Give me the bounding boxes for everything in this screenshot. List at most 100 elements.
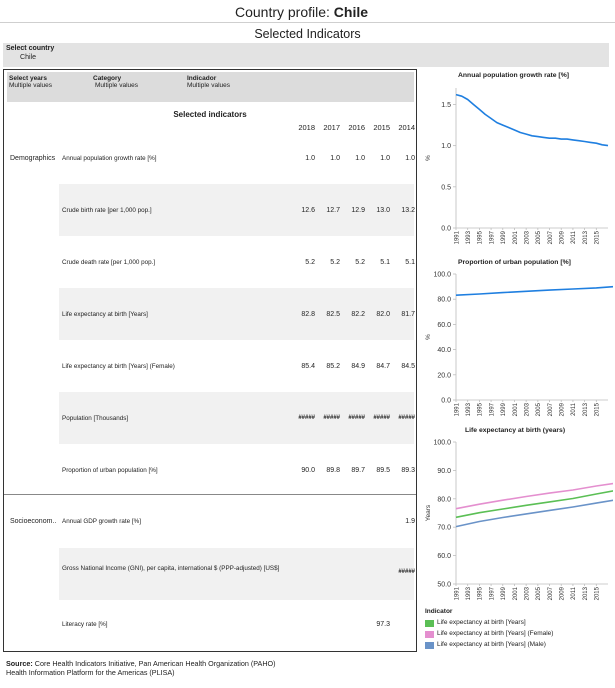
x-tick-label: 1991 (454, 402, 460, 416)
legend-swatch (425, 642, 434, 649)
page-subtitle: Selected Indicators (254, 27, 361, 41)
indicators-table-panel: Select years Multiple values Category Mu… (3, 69, 417, 652)
row-band (59, 184, 414, 236)
x-tick-label: 2013 (583, 230, 589, 244)
row-band (59, 548, 414, 600)
x-tick-label: 1995 (478, 230, 484, 244)
y-tick-label: 100.0 (433, 440, 451, 447)
year-header: 2017 (323, 123, 340, 132)
table-cell: 90.0 (301, 467, 315, 474)
table-cell: ##### (398, 569, 415, 575)
x-tick-label: 2001 (513, 230, 519, 244)
indicator-label: Proportion of urban population [%] (62, 467, 158, 474)
x-tick-label: 1995 (478, 402, 484, 416)
source-platform: Health Information Platform for the Amer… (6, 668, 175, 677)
row-band (59, 392, 414, 444)
x-tick-label: 2003 (524, 230, 530, 244)
y-tick-label: 60.0 (437, 553, 451, 560)
indicator-label: Life expectancy at birth [Years] (Female… (62, 363, 175, 370)
x-tick-label: 2009 (560, 586, 566, 600)
year-header: 2014 (398, 123, 415, 132)
x-tick-label: 1993 (466, 586, 472, 600)
group-divider (4, 494, 416, 495)
filter-indicador[interactable]: Indicador Multiple values (187, 75, 230, 89)
table-cell: 13.2 (401, 207, 415, 214)
page-title: Country profile: Chile (0, 4, 603, 20)
x-tick-label: 2003 (524, 402, 530, 416)
legend-title: Indicator (425, 608, 453, 615)
x-tick-label: 1993 (466, 230, 472, 244)
y-axis-label: % (425, 155, 432, 161)
table-cell: 1.0 (380, 155, 390, 162)
legend-item[interactable]: Life expectancy at birth [Years] (437, 619, 526, 626)
source-text: Core Health Indicators Initiative, Pan A… (32, 659, 276, 668)
select-country-dropdown[interactable]: Select country Chile (3, 43, 609, 67)
legend-item[interactable]: Life expectancy at birth [Years] (Female… (437, 630, 554, 637)
page-title-country: Chile (333, 4, 369, 20)
table-heading: Selected indicators (173, 110, 247, 119)
chart-title-life-expectancy: Life expectancy at birth (years) (465, 427, 566, 434)
y-tick-label: 80.0 (437, 496, 451, 503)
x-tick-label: 2009 (560, 230, 566, 244)
x-tick-label: 2001 (513, 586, 519, 600)
x-tick-label: 2011 (571, 230, 577, 244)
y-tick-label: 0.0 (441, 398, 451, 405)
category-demographics: Demographics (10, 155, 56, 162)
x-tick-label: 2015 (595, 402, 601, 416)
y-axis-label: Years (425, 504, 432, 521)
x-tick-label: 2003 (524, 586, 530, 600)
table-cell: 5.2 (330, 259, 340, 266)
x-tick-label: 2007 (548, 230, 554, 244)
source-note: Source: Core Health Indicators Initiativ… (6, 659, 276, 668)
table-cell: 1.0 (405, 155, 415, 162)
filter-bar: Select years Multiple values Category Mu… (7, 72, 414, 102)
table-cell: 12.6 (301, 207, 315, 214)
y-tick-label: 1.0 (441, 143, 451, 150)
series-line (455, 93, 609, 147)
table-cell: 1.0 (330, 155, 340, 162)
header-divider (0, 22, 615, 23)
legend-swatch (425, 631, 434, 638)
x-tick-label: 2005 (536, 586, 542, 600)
table-cell: 89.5 (376, 467, 390, 474)
filter-value: Multiple values (187, 82, 230, 89)
x-tick-label: 1997 (489, 402, 495, 416)
x-tick-label: 2011 (571, 586, 577, 600)
table-cell: ##### (373, 415, 390, 421)
x-tick-label: 2001 (513, 402, 519, 416)
indicator-label: Annual population growth rate [%] (62, 155, 157, 162)
legend-item[interactable]: Life expectancy at birth [Years] (Male) (437, 641, 546, 648)
chart-life-expectancy: 50.0 60.0 70.0 80.0 90.0 100.0 1991 1993 1995 199… (425, 440, 613, 600)
series-line (455, 490, 613, 519)
chart-population-growth: 0.0 0.5 1.0 1.5 1991 1993 1995 1997 1999 2001 2003… (425, 88, 609, 244)
x-tick-label: 2005 (536, 230, 542, 244)
filter-label: Select years (9, 75, 47, 82)
y-tick-label: 70.0 (437, 525, 451, 532)
year-header: 2018 (298, 123, 315, 132)
table-cell: ##### (323, 415, 340, 421)
filter-value: Multiple values (9, 82, 52, 89)
y-tick-label: 80.0 (437, 297, 451, 304)
filter-value: Multiple values (95, 82, 138, 89)
y-axis-label: % (425, 334, 432, 340)
table-cell: 12.7 (326, 207, 340, 214)
y-tick-label: 90.0 (437, 468, 451, 475)
filter-category[interactable]: Category Multiple values (93, 75, 138, 89)
table-cell: 5.1 (405, 259, 415, 266)
y-tick-label: 20.0 (437, 372, 451, 379)
y-tick-label: 0.5 (441, 184, 451, 191)
table-cell: 89.7 (351, 467, 365, 474)
table-cell: 82.0 (376, 311, 390, 318)
x-tick-label: 2009 (560, 402, 566, 416)
indicator-label: Literacy rate [%] (62, 621, 108, 628)
chart-title-urban: Proportion of urban population [%] (458, 259, 571, 266)
table-cell: 13.0 (376, 207, 390, 214)
table-cell: 1.0 (355, 155, 365, 162)
filter-select-years[interactable]: Select years Multiple values (9, 75, 52, 89)
table-cell: 82.2 (351, 311, 365, 318)
table-cell: 84.5 (401, 363, 415, 370)
y-tick-label: 1.5 (441, 102, 451, 109)
x-tick-label: 2013 (583, 402, 589, 416)
x-tick-label: 2007 (548, 586, 554, 600)
x-tick-label: 1999 (501, 402, 507, 416)
